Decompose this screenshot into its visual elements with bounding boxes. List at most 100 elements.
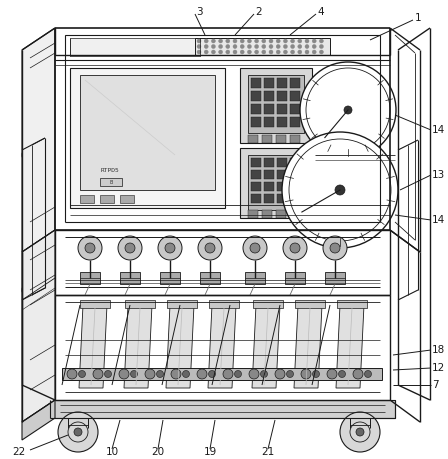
Bar xyxy=(290,91,300,101)
Circle shape xyxy=(305,39,309,43)
Circle shape xyxy=(276,45,280,49)
Circle shape xyxy=(165,243,175,253)
Bar xyxy=(285,272,305,284)
Circle shape xyxy=(240,39,244,43)
Bar xyxy=(120,195,134,203)
Bar xyxy=(277,91,287,101)
Circle shape xyxy=(226,50,230,54)
Circle shape xyxy=(158,236,182,260)
Bar xyxy=(290,104,300,114)
Bar xyxy=(295,300,325,308)
Circle shape xyxy=(119,369,129,379)
Bar xyxy=(251,104,261,114)
Bar xyxy=(251,194,261,203)
Circle shape xyxy=(344,106,352,114)
Circle shape xyxy=(319,45,323,49)
Bar xyxy=(167,300,197,308)
Circle shape xyxy=(254,39,258,43)
Circle shape xyxy=(219,50,223,54)
Circle shape xyxy=(305,50,309,54)
Circle shape xyxy=(145,369,155,379)
Circle shape xyxy=(208,370,215,377)
Bar xyxy=(290,182,300,191)
Circle shape xyxy=(226,45,230,49)
Text: 14: 14 xyxy=(432,215,445,225)
Bar xyxy=(120,272,140,284)
Circle shape xyxy=(234,370,241,377)
Circle shape xyxy=(197,50,201,54)
Text: 7: 7 xyxy=(432,380,439,390)
Circle shape xyxy=(312,50,316,54)
Bar xyxy=(277,158,287,167)
Bar xyxy=(80,300,110,308)
Text: B: B xyxy=(109,179,113,185)
Circle shape xyxy=(283,236,307,260)
Circle shape xyxy=(269,39,273,43)
Bar xyxy=(325,272,345,284)
Text: 3: 3 xyxy=(196,7,202,17)
Bar xyxy=(195,38,330,55)
Circle shape xyxy=(260,370,267,377)
Circle shape xyxy=(197,39,201,43)
Bar xyxy=(251,78,261,88)
Bar xyxy=(100,195,114,203)
Bar xyxy=(80,195,94,203)
Circle shape xyxy=(223,369,233,379)
Circle shape xyxy=(284,50,288,54)
Bar xyxy=(80,75,215,190)
Bar xyxy=(290,194,300,203)
Circle shape xyxy=(327,369,337,379)
Bar xyxy=(276,135,286,143)
Circle shape xyxy=(74,428,82,436)
Circle shape xyxy=(240,45,244,49)
Circle shape xyxy=(211,39,215,43)
Circle shape xyxy=(298,50,302,54)
Bar xyxy=(100,178,122,186)
Bar xyxy=(248,135,258,143)
Circle shape xyxy=(319,50,323,54)
Bar xyxy=(248,210,258,218)
Circle shape xyxy=(312,45,316,49)
Bar xyxy=(209,300,239,308)
Circle shape xyxy=(233,45,237,49)
Bar xyxy=(337,300,367,308)
Bar xyxy=(264,170,274,179)
Bar xyxy=(253,300,283,308)
Circle shape xyxy=(249,369,259,379)
Bar xyxy=(251,170,261,179)
Bar xyxy=(70,38,200,56)
Text: 10: 10 xyxy=(105,447,119,457)
Circle shape xyxy=(300,62,396,158)
Circle shape xyxy=(298,45,302,49)
Circle shape xyxy=(85,243,95,253)
Text: 4: 4 xyxy=(317,7,323,17)
Text: 21: 21 xyxy=(261,447,275,457)
Circle shape xyxy=(78,236,102,260)
Bar xyxy=(290,158,300,167)
Circle shape xyxy=(204,45,208,49)
Bar xyxy=(277,78,287,88)
Circle shape xyxy=(269,45,273,49)
Circle shape xyxy=(250,243,260,253)
Text: 20: 20 xyxy=(151,447,164,457)
Circle shape xyxy=(182,370,190,377)
Circle shape xyxy=(233,39,237,43)
Circle shape xyxy=(313,370,319,377)
Text: RTPD5: RTPD5 xyxy=(101,168,119,173)
Circle shape xyxy=(276,39,280,43)
Bar xyxy=(245,272,265,284)
Bar xyxy=(251,91,261,101)
Circle shape xyxy=(291,45,295,49)
Circle shape xyxy=(276,50,280,54)
Bar xyxy=(276,210,286,218)
Polygon shape xyxy=(336,305,364,388)
Polygon shape xyxy=(124,305,152,388)
Circle shape xyxy=(130,370,138,377)
Circle shape xyxy=(197,369,207,379)
Circle shape xyxy=(205,243,215,253)
Circle shape xyxy=(335,185,345,195)
Circle shape xyxy=(356,428,364,436)
Circle shape xyxy=(319,39,323,43)
Text: 22: 22 xyxy=(12,447,25,457)
Text: 12: 12 xyxy=(432,363,445,373)
